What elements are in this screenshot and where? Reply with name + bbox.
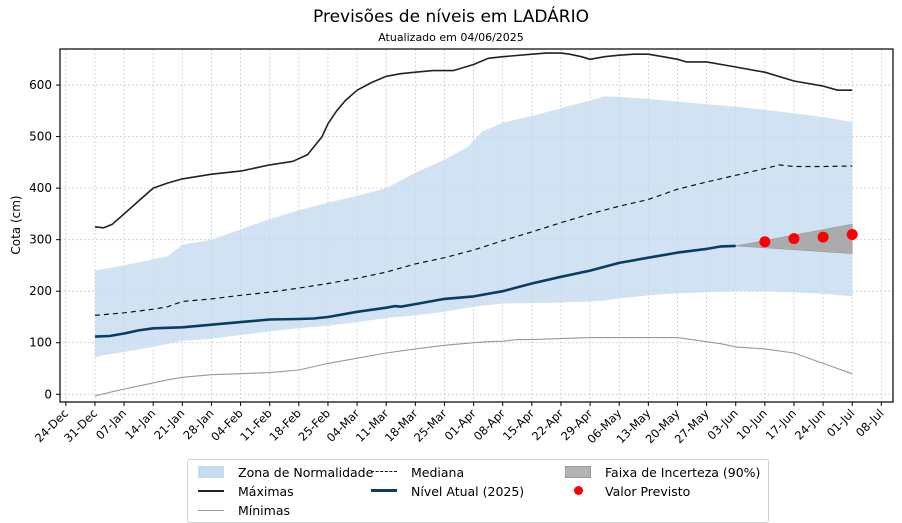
legend-item-maximas: Máximas <box>198 482 294 500</box>
x-tick-label: 04-Feb <box>208 406 246 444</box>
legend-label: Nível Atual (2025) <box>411 483 525 499</box>
legend-label: Máximas <box>238 483 294 499</box>
lines <box>94 52 853 397</box>
legend-item-mediana: Mediana <box>371 463 464 481</box>
x-tick-label: 08-Jul <box>853 406 886 439</box>
nivel-atual-line <box>94 244 736 338</box>
x-tick-label: 31-Dec <box>61 406 100 445</box>
x-tick-label: 25-Mar <box>411 406 450 445</box>
legend-item-nivel-atual: Nível Atual (2025) <box>371 482 524 500</box>
legend: Zona de Normalidade Máximas Mínimas Medi… <box>187 459 769 523</box>
forecast-point <box>788 233 800 245</box>
chart-title: Previsões de níveis em LADÁRIO <box>313 7 589 27</box>
x-tick-label: 21-Jan <box>151 406 187 442</box>
x-tick-label: 08-Apr <box>471 406 508 443</box>
x-tick-label: 22-Apr <box>529 406 566 443</box>
y-tick-label: 0 <box>44 387 52 401</box>
legend-swatch-zona <box>198 466 224 478</box>
legend-item-minimas: Mínimas <box>198 501 290 519</box>
x-tick-label: 14-Jan <box>122 406 158 442</box>
legend-swatch-minimas <box>198 504 224 516</box>
forecast-point <box>817 231 829 243</box>
y-tick-label: 500 <box>29 130 52 144</box>
x-tick-label: 01-Apr <box>442 406 479 443</box>
legend-swatch-previsto <box>565 485 591 497</box>
y-tick-label: 400 <box>29 181 52 195</box>
legend-label: Mínimas <box>238 502 291 518</box>
x-tick-label: 11-Feb <box>237 406 275 444</box>
legend-swatch-incerteza <box>565 466 591 478</box>
x-tick-label: 01-Jul <box>824 406 857 439</box>
legend-item-valor-previsto: Valor Previsto <box>565 482 690 500</box>
mediana-line <box>94 164 853 316</box>
x-tick-label: 03-Jun <box>704 406 740 442</box>
y-tick-label: 200 <box>29 284 52 298</box>
minimas-line <box>94 337 853 397</box>
forecast-point <box>846 229 858 241</box>
chart-subtitle: Atualizado em 04/06/2025 <box>378 31 524 44</box>
chart-plot: 010020030040050060024-Dec31-Dec07-Jan14-… <box>9 48 894 446</box>
legend-swatch-mediana <box>371 466 397 478</box>
legend-label: Faixa de Incerteza (90%) <box>605 464 761 480</box>
y-axis-label: Cota (cm) <box>9 195 23 254</box>
legend-label: Valor Previsto <box>605 483 691 499</box>
legend-swatch-maximas <box>198 485 224 497</box>
x-tick-label: 24-Jun <box>792 406 828 442</box>
maximas-line <box>94 52 853 229</box>
legend-label: Zona de Normalidade <box>238 464 374 480</box>
x-tick-label: 18-Feb <box>266 406 304 444</box>
forecast-point <box>759 236 771 248</box>
x-tick-label: 15-Apr <box>500 406 537 443</box>
forecast-points <box>759 229 858 248</box>
normal-zone-band <box>95 96 853 358</box>
y-tick-label: 300 <box>29 233 52 247</box>
x-tick-label: 17-Jun <box>763 406 799 442</box>
y-tick-label: 100 <box>29 336 52 350</box>
legend-item-faixa-incerteza: Faixa de Incerteza (90%) <box>565 463 760 481</box>
legend-swatch-nivel-atual <box>371 485 397 497</box>
plot-frame <box>59 48 894 403</box>
x-tick-label: 07-Jan <box>93 406 129 442</box>
legend-label: Mediana <box>411 464 465 480</box>
legend-item-zona-normalidade: Zona de Normalidade <box>198 463 373 481</box>
y-tick-label: 600 <box>29 78 52 92</box>
x-tick-label: 10-Jun <box>734 406 770 442</box>
